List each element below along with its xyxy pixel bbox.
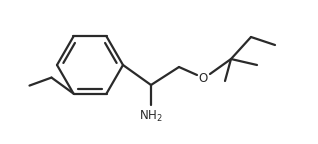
Text: O: O: [198, 72, 208, 86]
Text: NH$_2$: NH$_2$: [139, 109, 163, 124]
